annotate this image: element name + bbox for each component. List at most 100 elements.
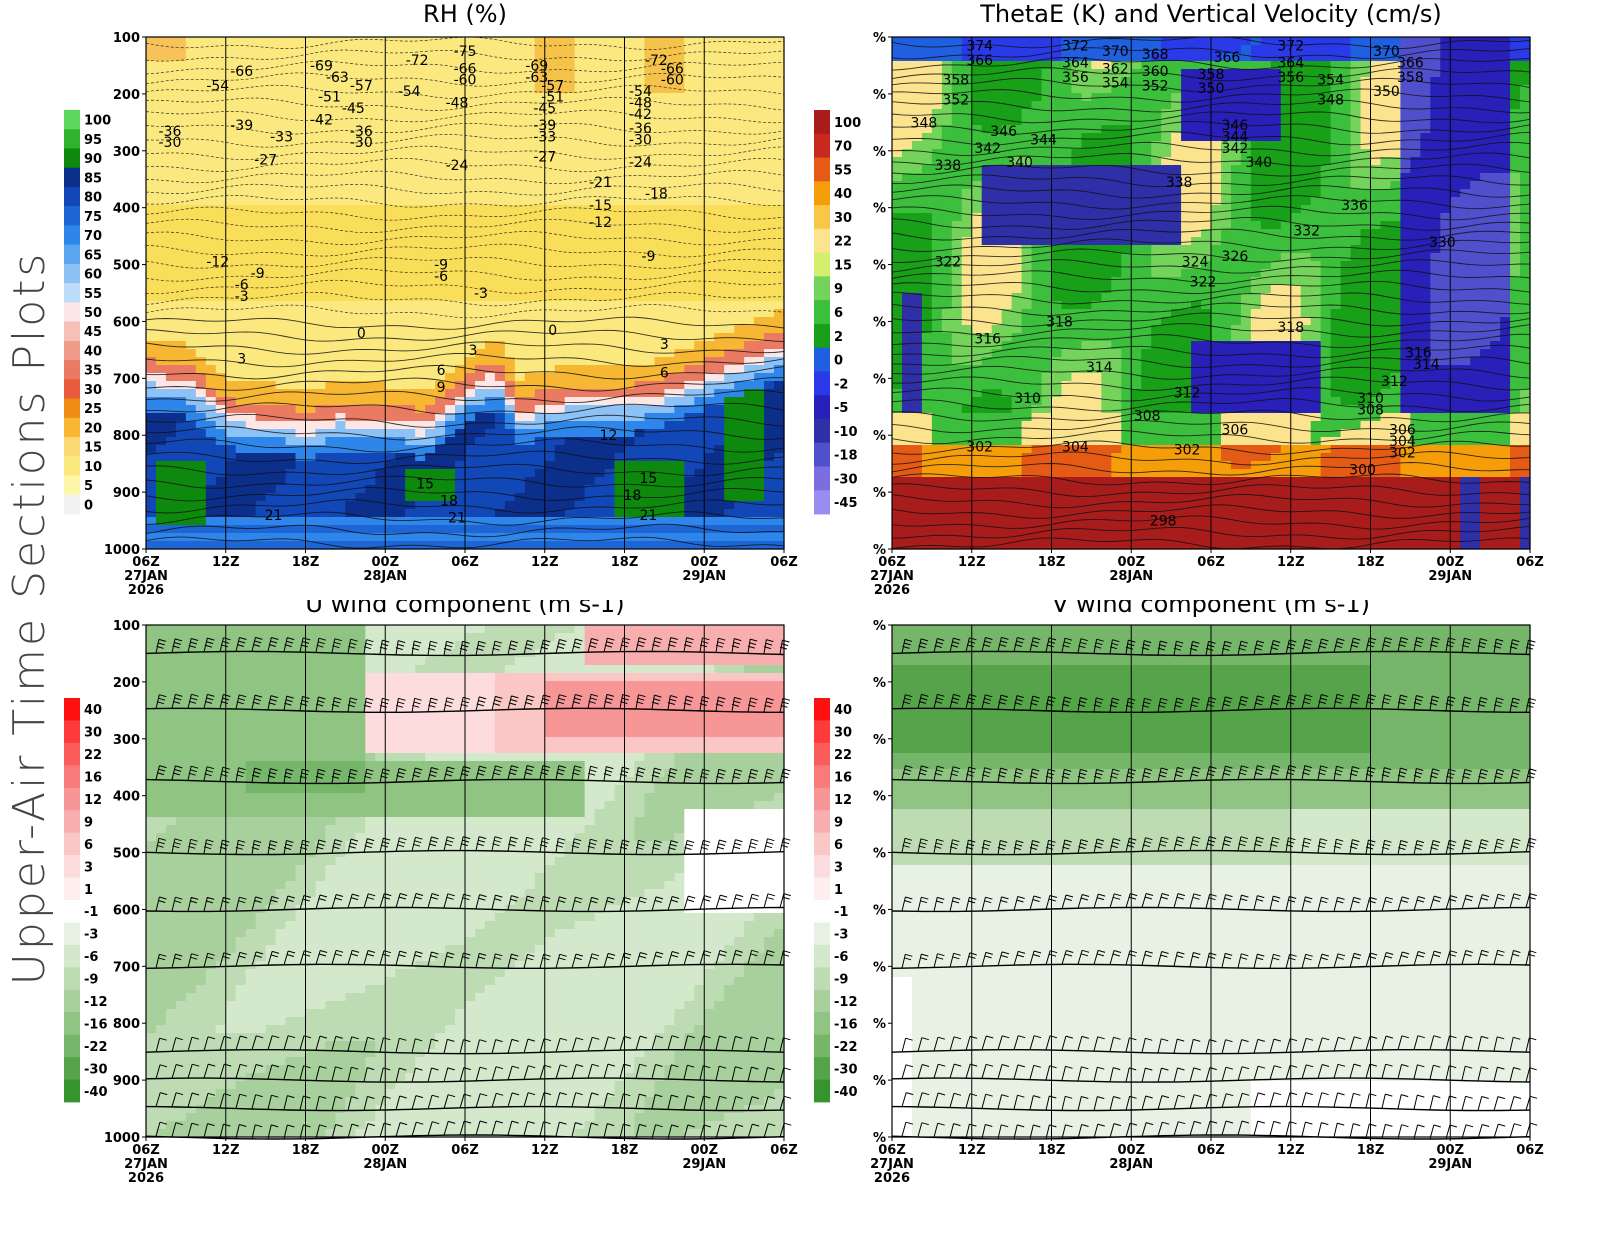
- colorbar-label: 15: [84, 441, 102, 456]
- contour-line: [145, 84, 785, 100]
- v-y-axis: %%%%%%%%%%: [873, 619, 892, 1146]
- wind-barb-staff-line: [145, 906, 785, 913]
- contour-line: [145, 450, 785, 465]
- colorbar-swatch: [64, 1012, 80, 1036]
- y-tick-label: 700: [113, 960, 140, 975]
- contour-line: [146, 402, 785, 415]
- contour-label: 3: [660, 337, 669, 353]
- colorbar-swatch: [64, 1079, 80, 1103]
- colorbar-label: 55: [834, 163, 852, 178]
- wind-barb-staff-line: [145, 707, 784, 713]
- contour-line: [891, 409, 1531, 423]
- wind-barb-row: [901, 1035, 1537, 1054]
- x-tick-label: 12Z: [531, 1143, 559, 1158]
- x-date-label: 27JAN: [124, 569, 168, 584]
- colorbar-label: 95: [84, 133, 102, 148]
- contour-line: [145, 536, 785, 549]
- colorbar-swatch: [814, 900, 830, 923]
- colorbar-swatch: [814, 395, 830, 420]
- contour-label: -6: [235, 277, 249, 293]
- x-date-label: 29JAN: [682, 1157, 726, 1172]
- contour-label: 322: [1190, 275, 1217, 291]
- y-tick-label: %: [873, 543, 886, 558]
- y-tick-label: %: [873, 1074, 886, 1089]
- colorbar-swatch: [814, 110, 830, 135]
- colorbar-swatch: [64, 1034, 80, 1058]
- colorbar-swatch: [64, 900, 80, 923]
- contour-label: 356: [1277, 70, 1304, 86]
- wind-barb-row: [155, 1120, 792, 1140]
- v-wind-barbs: [891, 636, 1538, 1140]
- colorbar-label: 20: [84, 421, 102, 436]
- colorbar-swatch: [814, 944, 830, 968]
- wind-barb-staff-line: [145, 849, 785, 856]
- colorbar-label: -40: [84, 1085, 108, 1100]
- wind-barb-staff-line: [891, 650, 1531, 657]
- contour-line: [891, 280, 1531, 294]
- v-color-field: [892, 625, 1531, 1138]
- colorbar-label: 100: [84, 114, 111, 129]
- contour-label: -69: [310, 58, 333, 74]
- colorbar-label: 30: [834, 726, 852, 741]
- contour-line: [145, 425, 785, 441]
- wind-barb-staff-line: [891, 849, 1531, 856]
- u-title: U wind component (m s-1): [305, 600, 624, 618]
- colorbar-swatch: [814, 698, 830, 721]
- colorbar-swatch: [64, 877, 80, 901]
- colorbar-swatch: [814, 300, 830, 325]
- contour-label: 306: [1222, 423, 1249, 439]
- contour-label: 372: [1062, 39, 1089, 55]
- x-tick-label: 06Z: [878, 1143, 906, 1158]
- colorbar-swatch: [64, 989, 80, 1013]
- colorbar-swatch: [64, 787, 80, 811]
- x-year-label: 2026: [874, 583, 910, 598]
- colorbar-swatch: [814, 181, 830, 206]
- contour-label: -48: [629, 95, 652, 111]
- colorbar-swatch: [814, 418, 830, 444]
- colorbar-swatch: [64, 340, 80, 361]
- colorbar-label: 16: [84, 771, 102, 786]
- wind-barb-row: [155, 765, 791, 784]
- x-tick-label: 06Z: [878, 555, 906, 570]
- contour-label: 354: [1317, 73, 1344, 89]
- contour-line: [891, 184, 1531, 199]
- contour-line: [145, 60, 785, 75]
- colorbar-swatch: [814, 371, 830, 396]
- contour-label: -51: [541, 90, 564, 106]
- contour-line: [145, 96, 785, 111]
- colorbar-swatch: [64, 244, 80, 265]
- contour-label: 362: [1102, 61, 1129, 77]
- colorbar-swatch: [64, 944, 80, 968]
- contour-label: 346: [1222, 118, 1249, 134]
- contour-label: 364: [1062, 56, 1089, 72]
- wind-barb-staff-line: [145, 1134, 785, 1140]
- y-tick-label: 800: [113, 429, 140, 444]
- contour-label: 340: [1245, 155, 1272, 171]
- y-tick-label: 100: [113, 619, 140, 634]
- colorbar-swatch: [814, 252, 830, 277]
- colorbar-label: 40: [834, 703, 852, 718]
- contour-label: -39: [230, 118, 253, 134]
- contour-label: 21: [448, 511, 466, 527]
- colorbar-label: 10: [84, 460, 102, 475]
- y-tick-label: 700: [113, 372, 140, 387]
- contour-label: -63: [525, 70, 548, 86]
- wind-barb-row: [155, 949, 791, 969]
- contour-label: -27: [254, 152, 277, 168]
- colorbar-swatch: [64, 148, 80, 169]
- wind-barb-staff-line: [891, 778, 1531, 785]
- colorbar-label: -18: [834, 449, 858, 464]
- wind-barb-row: [901, 949, 1537, 969]
- x-date-label: 28JAN: [363, 1157, 407, 1172]
- contour-line: [145, 218, 785, 234]
- wind-barb-staff-line: [145, 650, 785, 657]
- colorbar-label: 60: [84, 268, 102, 283]
- colorbar-label: -6: [84, 950, 98, 965]
- colorbar-label: -10: [834, 425, 858, 440]
- contour-line: [891, 429, 1531, 445]
- wind-barb-row: [901, 636, 1536, 656]
- rh-color-field: [146, 37, 785, 550]
- contour-label: -24: [629, 155, 652, 171]
